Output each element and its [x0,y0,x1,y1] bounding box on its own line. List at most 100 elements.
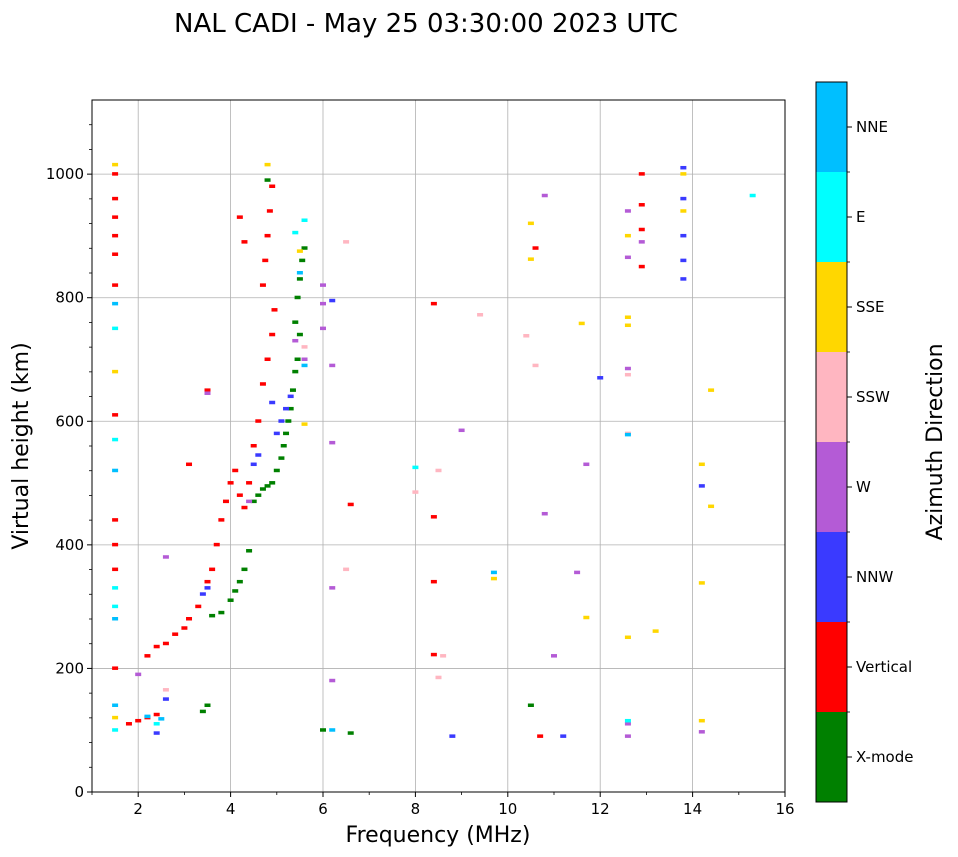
data-point-vertical [266,209,273,213]
data-point-x-mode [296,332,303,337]
data-point-ssw [435,675,442,680]
data-point-e [112,604,119,609]
data-point-vertical [112,215,119,219]
x-tick-label: 10 [498,800,517,818]
data-point-vertical [204,388,211,392]
data-point-x-mode [287,406,294,411]
data-point-x-mode [227,598,234,602]
y-tick-label: 800 [55,289,84,307]
colorbar-swatch-ssw [816,352,847,442]
data-point-w [638,240,645,244]
data-point-nne [112,468,119,473]
data-point-vertical [638,227,645,232]
data-point-x-mode [283,431,290,436]
x-axis-label: Frequency (MHz) [346,823,531,848]
data-point-vertical [236,493,243,497]
data-point-sse [296,249,303,253]
y-tick-label: 400 [55,536,84,554]
data-point-sse [698,718,705,723]
data-point-x-mode [347,731,354,735]
data-point-nnw [680,165,687,170]
data-point-ssw [435,468,442,473]
data-point-e [153,722,160,726]
data-point-w [162,555,169,559]
data-point-nnw [269,400,276,405]
data-point-nnw [273,431,280,436]
data-point-x-mode [273,468,280,473]
data-point-sse [301,422,308,426]
data-point-w [541,193,548,198]
y-tick-label: 0 [74,783,84,801]
data-point-x-mode [292,369,299,374]
data-point-vertical [112,542,119,547]
data-point-w [574,570,581,575]
colorbar-swatch-sse [816,262,847,352]
data-point-vertical [250,444,257,448]
data-point-x-mode [294,357,301,361]
data-point-sse [652,629,659,633]
data-point-vertical [125,722,132,726]
data-point-nnw [287,394,294,399]
colorbar-swatch-vertical [816,622,847,712]
data-point-ssw [301,345,308,349]
data-point-e [112,586,119,590]
data-point-sse [624,635,631,640]
data-point-vertical [269,332,276,337]
data-point-x-mode [278,456,285,460]
data-point-sse [624,233,631,238]
data-point-vertical [218,518,225,522]
colorbar-swatch-x-mode [816,712,847,802]
x-tick-label: 14 [683,800,702,818]
data-point-w [624,209,631,213]
data-point-x-mode [527,703,534,707]
data-point-vertical [112,252,119,256]
x-tick-label: 8 [411,800,421,818]
data-point-vertical [638,264,645,269]
data-point-vertical [255,419,262,423]
data-point-sse [112,162,119,167]
data-point-sse [698,581,705,585]
data-point-x-mode [255,493,262,497]
data-point-nnw [680,233,687,238]
y-tick-label: 600 [55,412,84,430]
data-point-nnw [698,484,705,488]
data-point-ssw [162,688,169,692]
data-point-vertical [144,654,151,658]
data-point-vertical [153,644,160,649]
data-point-x-mode [269,481,276,485]
data-point-vertical [112,666,119,670]
data-point-vertical [112,518,119,522]
colorbar-label: Azimuth Direction [923,343,948,540]
data-point-vertical [112,233,119,238]
data-point-vertical [241,240,248,244]
data-point-sse [490,576,497,581]
data-point-vertical [241,505,248,510]
plot-frame [91,99,786,793]
x-tick-label: 16 [775,800,794,818]
data-point-w [583,462,590,467]
data-point-ssw [343,240,350,244]
data-point-vertical [209,567,216,572]
data-point-vertical [264,357,271,361]
data-point-e [749,193,756,198]
colorbar-label-vertical: Vertical [856,658,912,676]
data-point-nne [296,271,303,275]
data-point-sse [583,615,590,620]
x-tick-label: 12 [591,800,610,818]
x-tick-label: 6 [318,800,328,818]
data-point-w [329,363,336,368]
data-point-sse [264,162,271,167]
data-point-w [301,357,308,361]
data-point-e [112,728,119,732]
data-point-sse [527,221,534,226]
data-point-sse [698,462,705,467]
data-point-sse [112,715,119,720]
data-point-vertical [186,462,193,467]
data-point-nnw [204,586,211,590]
colorbar-swatch-e [816,172,847,262]
data-point-vertical [246,481,253,485]
data-point-w [624,734,631,738]
data-point-vertical [112,567,119,572]
data-point-nne [490,570,497,575]
data-point-e [624,718,631,723]
